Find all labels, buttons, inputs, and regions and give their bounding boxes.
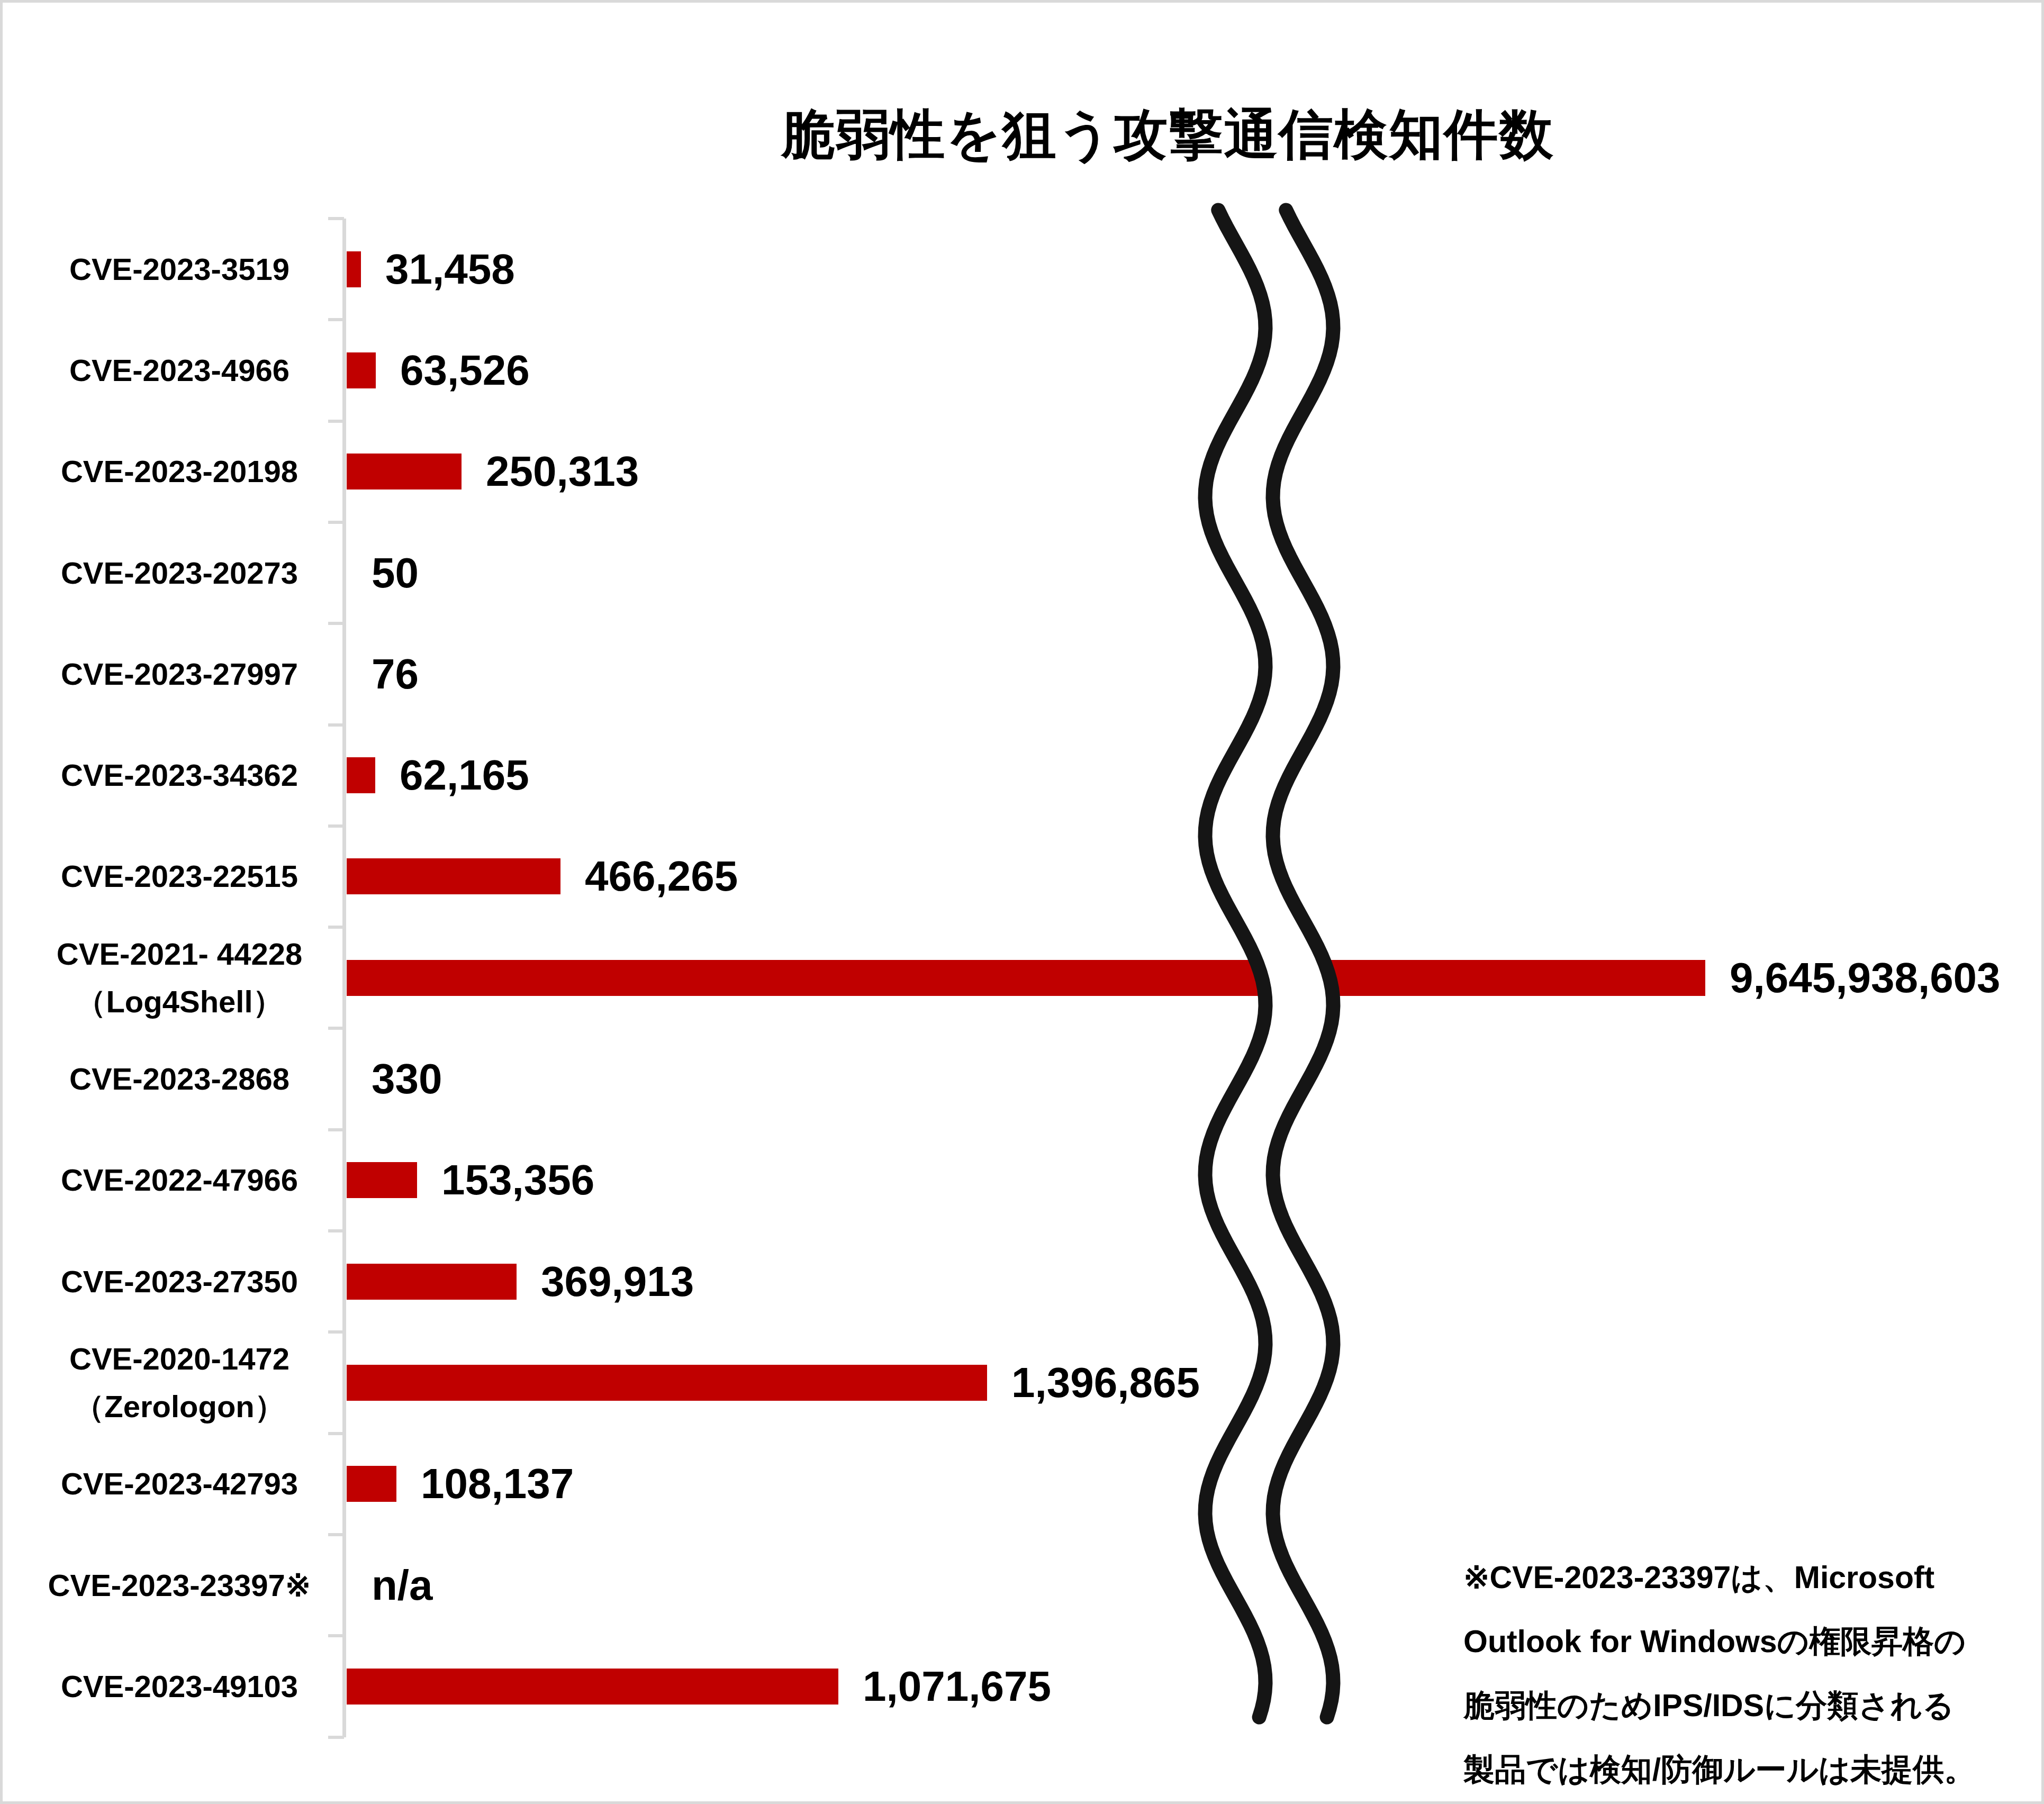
bar — [347, 960, 1705, 996]
axis-tick — [328, 1533, 344, 1536]
axis-tick — [328, 723, 344, 727]
value-label: 153,356 — [441, 1156, 594, 1204]
value-label: 1,396,865 — [1011, 1358, 1200, 1407]
value-label: 76 — [372, 650, 419, 699]
value-label: 63,526 — [400, 346, 530, 395]
footnote: ※CVE-2023-23397は、MicrosoftOutlook for Wi… — [1463, 1546, 2044, 1802]
footnote-line: ※CVE-2023-23397は、Microsoft — [1463, 1546, 2044, 1610]
category-label: CVE-2023-23397※ — [28, 1562, 331, 1609]
bar — [347, 352, 376, 388]
bar — [347, 251, 361, 287]
category-label: CVE-2023-20198 — [28, 448, 331, 495]
category-label: CVE-2023-4966 — [28, 347, 331, 394]
bar — [347, 1264, 517, 1300]
bar — [347, 1466, 396, 1502]
axis-tick — [328, 217, 344, 220]
category-label: CVE-2023-20273 — [28, 549, 331, 597]
axis-tick — [328, 1027, 344, 1030]
value-label: 369,913 — [541, 1257, 694, 1306]
bar — [347, 858, 560, 894]
axis-tick — [328, 318, 344, 321]
axis-tick — [328, 1229, 344, 1232]
y-axis-line — [342, 219, 346, 1737]
category-label: CVE-2023-49103 — [28, 1663, 331, 1710]
value-label: 50 — [372, 549, 419, 597]
axis-tick — [328, 521, 344, 524]
category-label: CVE-2021- 44228（Log4Shell） — [28, 930, 331, 1026]
value-label: 330 — [372, 1055, 442, 1103]
axis-tick — [328, 1634, 344, 1637]
value-label: 1,071,675 — [863, 1662, 1051, 1711]
category-label: CVE-2020-1472（Zerologon） — [28, 1335, 331, 1430]
value-label: 9,645,938,603 — [1730, 954, 2001, 1002]
value-label: 108,137 — [421, 1459, 574, 1508]
value-label: 250,313 — [486, 447, 639, 496]
chart-title: 脆弱性を狙う攻撃通信検知件数 — [288, 99, 2044, 171]
value-label: 62,165 — [400, 751, 529, 800]
chart-canvas: 脆弱性を狙う攻撃通信検知件数 CVE-2023-3519 31,458 CVE-20… — [0, 0, 2044, 1804]
category-label: CVE-2023-27997 — [28, 650, 331, 698]
value-label: n/a — [372, 1561, 433, 1610]
category-label: CVE-2022-47966 — [28, 1156, 331, 1204]
category-label: CVE-2023-27350 — [28, 1258, 331, 1306]
axis-tick — [328, 622, 344, 625]
footnote-line: 製品では検知/防御ルールは未提供。 — [1463, 1738, 2044, 1802]
value-label: 31,458 — [385, 245, 515, 294]
category-label: CVE-2023-34362 — [28, 751, 331, 799]
bar — [347, 1365, 987, 1401]
axis-tick — [328, 926, 344, 929]
bar — [347, 1669, 838, 1705]
category-label: CVE-2023-42793 — [28, 1460, 331, 1508]
axis-tick — [328, 1128, 344, 1131]
footnote-line: 脆弱性のためIPS/IDSに分類される — [1463, 1674, 2044, 1738]
axis-tick — [328, 420, 344, 423]
axis-tick — [328, 1736, 344, 1739]
axis-tick — [328, 1330, 344, 1334]
bar — [347, 454, 462, 489]
axis-tick — [328, 1432, 344, 1435]
bar — [347, 757, 375, 793]
category-label: CVE-2023-3519 — [28, 246, 331, 293]
footnote-line: Outlook for Windowsの権限昇格の — [1463, 1610, 2044, 1674]
bar — [347, 1162, 417, 1198]
axis-tick — [328, 824, 344, 828]
category-label: CVE-2023-2868 — [28, 1055, 331, 1103]
category-label: CVE-2023-22515 — [28, 853, 331, 900]
value-label: 466,265 — [585, 852, 738, 901]
